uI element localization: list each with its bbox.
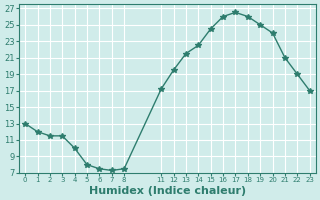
X-axis label: Humidex (Indice chaleur): Humidex (Indice chaleur): [89, 186, 246, 196]
